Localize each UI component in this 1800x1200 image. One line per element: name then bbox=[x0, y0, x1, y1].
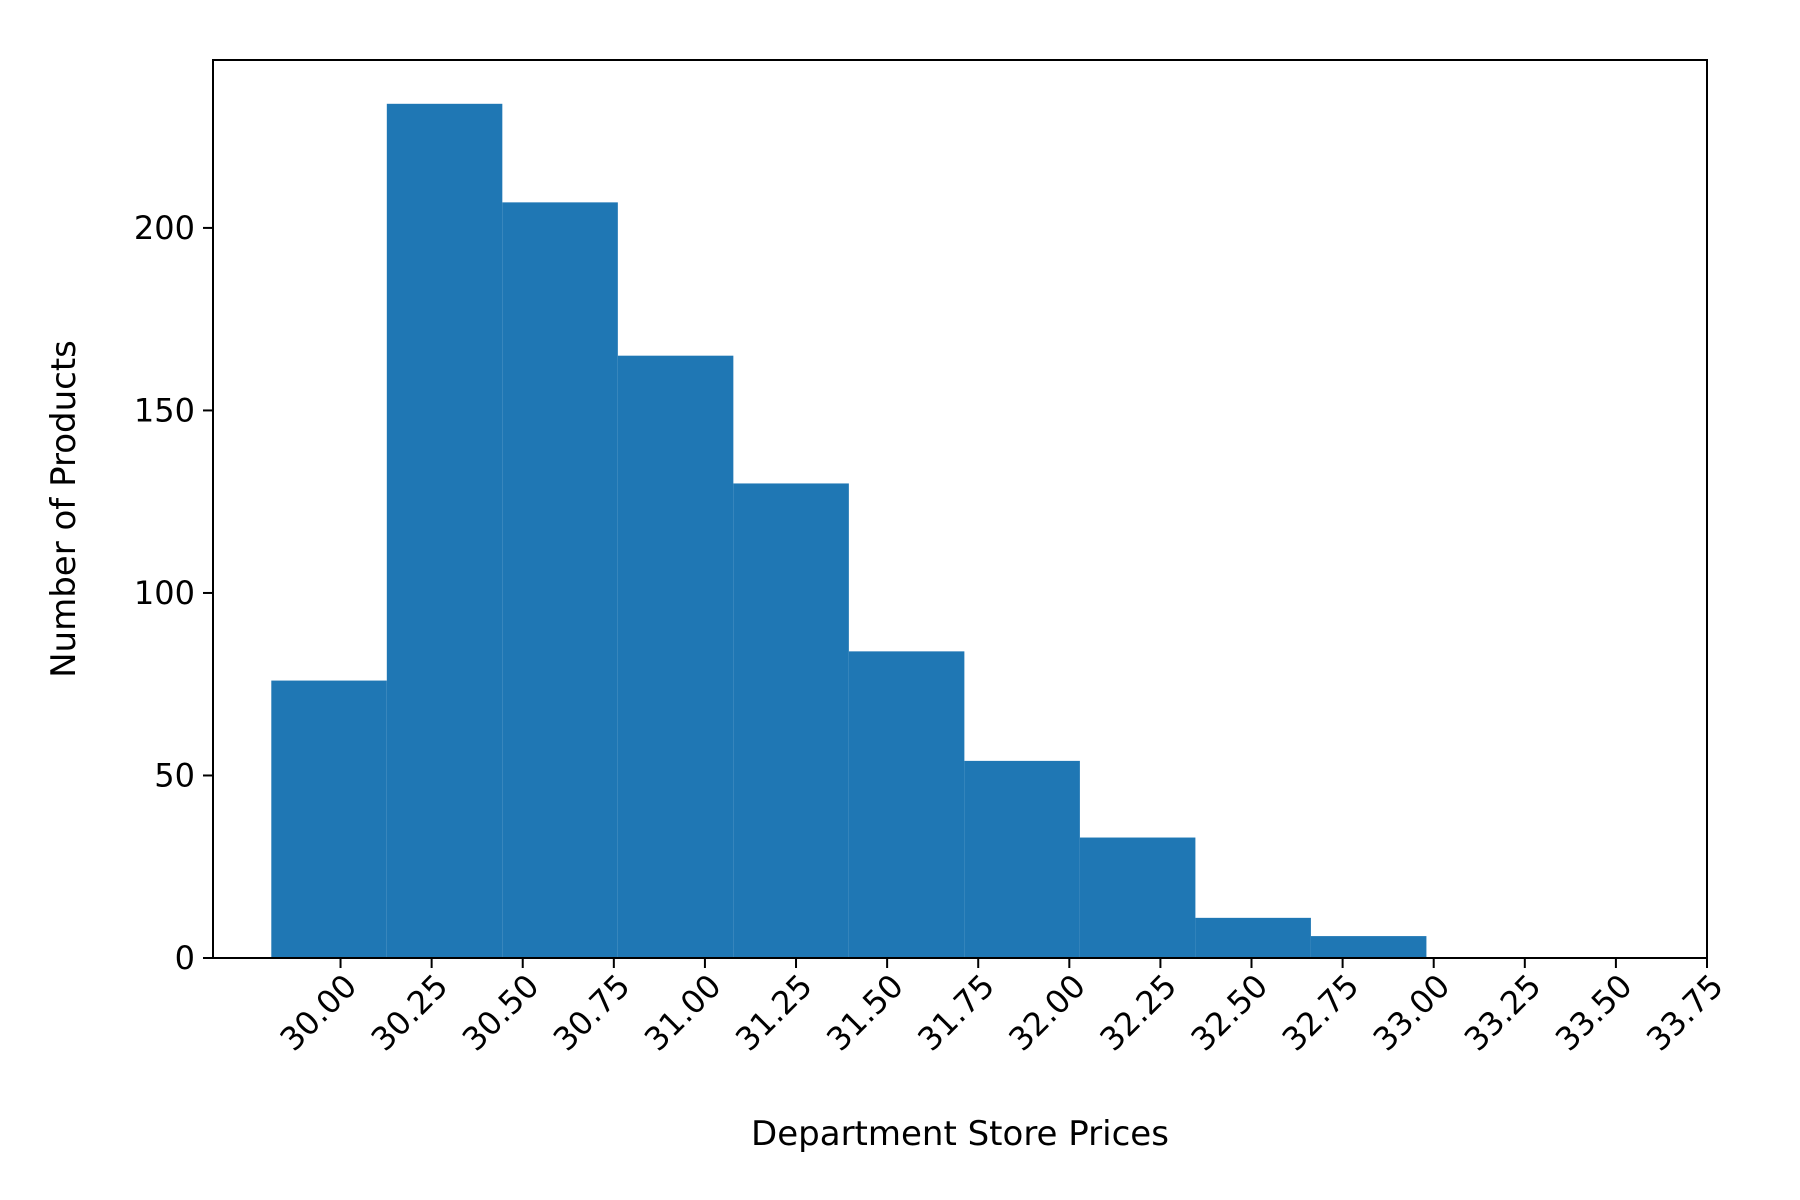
x-tick-label: 32.25 bbox=[1092, 967, 1184, 1059]
x-tick-label: 30.50 bbox=[455, 967, 547, 1059]
histogram-bar bbox=[1195, 917, 1311, 958]
histogram-bar bbox=[1079, 837, 1196, 958]
x-tick-label: 30.25 bbox=[364, 967, 456, 1059]
y-tick-label: 100 bbox=[134, 574, 195, 612]
y-axis-label: Number of Products bbox=[44, 340, 84, 678]
histogram-bar bbox=[617, 355, 734, 958]
histogram-bar bbox=[502, 202, 618, 959]
histogram-bar bbox=[1310, 936, 1427, 958]
x-tick-label: 33.00 bbox=[1366, 967, 1458, 1059]
y-tick-label: 50 bbox=[154, 756, 195, 794]
x-tick-label: 30.00 bbox=[273, 967, 365, 1059]
y-axis-ticks: 0 50 100 150 200 bbox=[134, 209, 213, 977]
plot-frame bbox=[212, 59, 1708, 959]
y-tick-label: 200 bbox=[134, 209, 195, 247]
x-tick-label: 31.75 bbox=[910, 967, 1002, 1059]
bars-group bbox=[271, 103, 1427, 959]
x-tick-label: 31.00 bbox=[637, 967, 729, 1059]
histogram-bar bbox=[848, 651, 965, 958]
x-tick-label: 30.75 bbox=[546, 967, 638, 1059]
x-axis-ticks: 30.00 30.25 30.50 30.75 31.00 31.25 31.50 31.75… bbox=[273, 958, 1731, 1058]
y-tick-label: 150 bbox=[134, 391, 195, 429]
y-tick-label: 0 bbox=[175, 939, 195, 977]
x-tick-label: 32.75 bbox=[1275, 967, 1367, 1059]
x-tick-label: 32.00 bbox=[1001, 967, 1093, 1059]
x-tick-label: 32.50 bbox=[1184, 967, 1276, 1059]
histogram-bar bbox=[964, 760, 1080, 958]
x-axis-label: Department Store Prices bbox=[751, 1114, 1169, 1154]
x-tick-label: 33.25 bbox=[1457, 967, 1549, 1059]
x-tick-label: 31.50 bbox=[819, 967, 911, 1059]
histogram-bar bbox=[271, 680, 387, 958]
histogram-bar bbox=[386, 103, 503, 959]
x-tick-label: 31.25 bbox=[728, 967, 820, 1059]
x-tick-label: 33.75 bbox=[1639, 967, 1731, 1059]
x-tick-label: 33.50 bbox=[1548, 967, 1640, 1059]
histogram-bar bbox=[733, 483, 849, 958]
